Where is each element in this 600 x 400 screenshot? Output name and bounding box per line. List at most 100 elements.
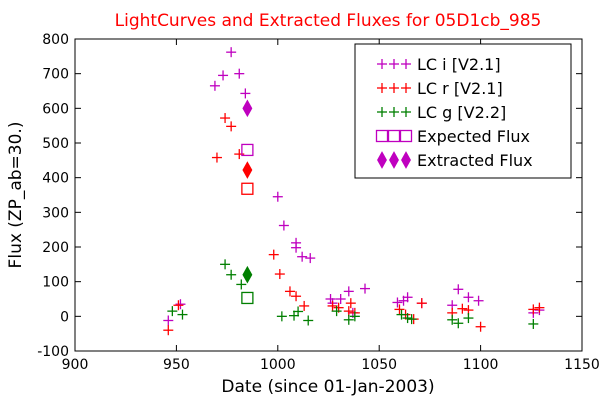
data-point	[453, 318, 464, 329]
legend-marker	[401, 59, 411, 69]
data-point	[211, 152, 222, 163]
legend-label: LC r [V2.1]	[417, 79, 503, 98]
data-point	[226, 47, 237, 58]
plot-markers	[163, 47, 545, 336]
data-point	[242, 99, 253, 118]
data-point	[473, 295, 484, 306]
y-tick-label: 200	[42, 240, 69, 256]
legend-marker	[389, 83, 399, 93]
legend-item: LC i [V2.1]	[377, 55, 501, 74]
legend-item: LC g [V2.2]	[377, 103, 506, 122]
data-point	[463, 292, 474, 303]
legend-item: LC r [V2.1]	[377, 79, 503, 98]
data-point	[360, 283, 371, 294]
data-point	[335, 294, 346, 304]
legend-marker	[377, 83, 387, 93]
legend-label: Extracted Flux	[417, 151, 533, 170]
legend-item: Extracted Flux	[377, 151, 533, 170]
data-point	[284, 286, 295, 297]
y-axis: -100 0 100 200 300 400 500 600 700 800	[37, 32, 582, 360]
data-point	[220, 113, 231, 124]
data-point	[392, 297, 403, 308]
data-point	[241, 143, 254, 157]
legend-marker	[375, 129, 389, 143]
legend-marker	[389, 59, 399, 69]
data-point	[276, 311, 287, 322]
y-tick-label: 100	[42, 275, 69, 291]
legend-marker	[401, 151, 411, 169]
data-point	[475, 321, 486, 332]
data-point	[209, 80, 220, 91]
data-point	[167, 306, 178, 317]
plot-frame	[74, 38, 583, 352]
legend-label: Expected Flux	[417, 127, 530, 146]
data-point	[163, 325, 174, 336]
legend-marker	[377, 151, 387, 169]
data-point	[402, 313, 413, 324]
data-point	[291, 242, 302, 253]
x-tick-label: 950	[163, 357, 190, 373]
data-point	[303, 315, 314, 326]
legend-marker	[401, 107, 411, 117]
x-tick-label: 1000	[260, 357, 296, 373]
data-point	[163, 315, 174, 326]
data-point	[325, 294, 336, 304]
data-point	[272, 191, 283, 202]
data-point	[274, 269, 285, 280]
y-tick-label: 700	[42, 67, 69, 83]
data-point	[528, 318, 539, 329]
chart-title: LightCurves and Extracted Fluxes for 05D…	[115, 11, 542, 31]
legend: LC i [V2.1] LC r [V2.1] LC g [V2.2] Expecte…	[354, 43, 572, 179]
data-point	[226, 269, 237, 280]
data-point	[305, 253, 316, 264]
legend-marker	[387, 129, 401, 143]
x-tick-label: 1100	[463, 357, 499, 373]
legend-label: LC g [V2.2]	[417, 103, 506, 122]
data-point	[343, 306, 354, 317]
x-tick-label: 1050	[361, 357, 397, 373]
data-point	[242, 161, 253, 179]
y-tick-label: 800	[42, 32, 69, 48]
x-tick-label: 1150	[564, 357, 600, 373]
data-point	[293, 306, 304, 317]
data-point	[394, 304, 405, 315]
data-point	[406, 314, 417, 325]
legend-marker	[377, 59, 387, 69]
data-point	[447, 314, 458, 325]
y-tick-label: 600	[42, 101, 69, 117]
data-point	[331, 306, 342, 317]
data-point	[297, 251, 308, 262]
data-point	[240, 88, 251, 99]
data-point	[457, 303, 468, 314]
data-point	[528, 304, 539, 315]
data-point	[278, 220, 289, 231]
data-point	[236, 279, 247, 290]
data-point	[268, 249, 279, 260]
y-axis-label: Flux (ZP_ab=30.)	[6, 122, 26, 269]
y-tick-label: 300	[42, 205, 69, 221]
data-point	[241, 182, 254, 195]
data-point	[463, 313, 474, 324]
y-tick-label: 500	[42, 136, 69, 152]
data-point	[343, 286, 354, 297]
legend-marker	[389, 107, 399, 117]
legend-marker	[389, 151, 399, 169]
legend-marker	[401, 83, 411, 93]
data-point	[396, 309, 407, 320]
legend-marker	[399, 129, 413, 143]
data-point	[349, 311, 360, 322]
data-point	[343, 314, 354, 325]
data-point	[289, 310, 300, 321]
y-tick-label: 0	[60, 309, 69, 325]
legend-label: LC i [V2.1]	[417, 55, 501, 74]
data-point	[234, 149, 245, 160]
data-point	[291, 291, 302, 302]
data-point	[416, 298, 427, 309]
data-point	[345, 298, 356, 309]
y-tick-label: -100	[37, 344, 69, 360]
data-point	[534, 302, 545, 313]
data-point	[175, 299, 186, 310]
data-point	[242, 265, 253, 284]
legend-box	[354, 43, 572, 179]
